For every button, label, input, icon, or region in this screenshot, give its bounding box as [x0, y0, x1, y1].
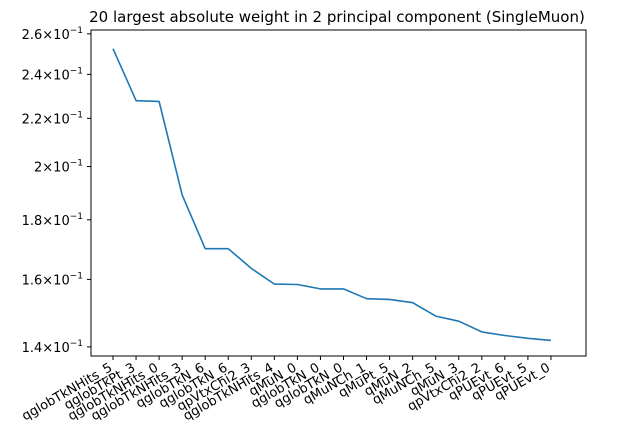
plot-area: 1.4×10−1 1.6×10−1 1.8×10−1 2×10−1 2.2×10−1 2.…: [20, 26, 587, 424]
y-tick-label: 2.6×10−1: [22, 26, 83, 43]
plot-frame: [90, 29, 587, 357]
y-tick-label: 2.2×10−1: [22, 110, 83, 127]
y-tick-label: 1.4×10−1: [22, 339, 83, 356]
series-line: [112, 48, 552, 342]
y-tick-label: 2×10−1: [34, 159, 83, 176]
chart-title: 20 largest absolute weight in 2 principa…: [89, 8, 585, 26]
y-tick-label: 1.6×10−1: [22, 271, 83, 288]
y-tick-label: 1.8×10−1: [22, 212, 83, 229]
y-tick-label: 2.4×10−1: [22, 66, 83, 83]
